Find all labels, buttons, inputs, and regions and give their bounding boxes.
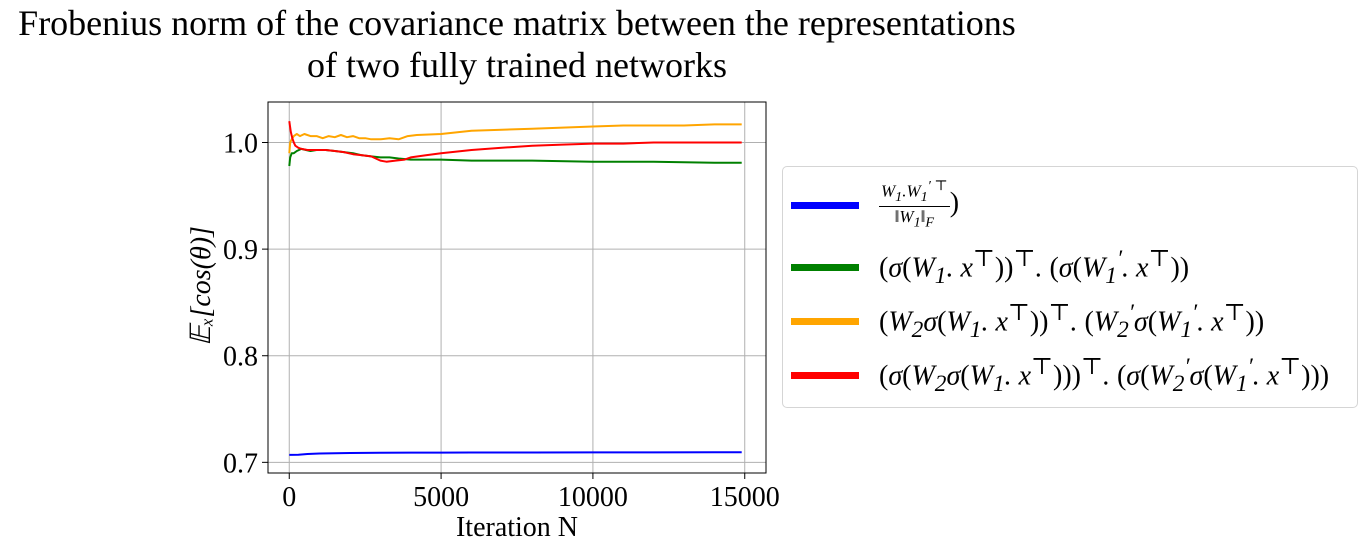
x-tick-label: 5000: [413, 482, 469, 513]
y-axis-label: 𝔼ₓ[cos(θ)]: [186, 226, 217, 346]
legend-label-4: (σ(W2σ(W1. x⊤)))⊤. (σ(W2′σ(W1′. x⊤))): [879, 354, 1330, 397]
series-line-1: [289, 451, 742, 456]
series-lines: [288, 121, 742, 456]
x-tick-label: 0: [282, 482, 296, 513]
legend-entry-1: W1.W1′ ⊤ ‖W1‖F ): [783, 177, 959, 233]
series-line-2: [288, 147, 742, 167]
legend-entry-3: (W2σ(W1. x⊤))⊤. (W2′σ(W1′. x⊤)): [783, 293, 1264, 349]
y-tick-label: 0.9: [223, 235, 258, 266]
x-axis-label: Iteration N: [456, 512, 578, 543]
axis-ticks: 0 5000 10000 15000 0.7 0.8 0.9 1.0: [223, 129, 780, 513]
y-tick-label: 0.7: [223, 448, 258, 479]
legend-swatch-3: [791, 317, 859, 325]
legend-label-3: (W2σ(W1. x⊤))⊤. (W2′σ(W1′. x⊤)): [879, 300, 1265, 343]
legend-entry-4: (σ(W2σ(W1. x⊤)))⊤. (σ(W2′σ(W1′. x⊤))): [783, 347, 1329, 403]
series-line-3: [288, 123, 742, 154]
x-tick-label: 10000: [558, 482, 628, 513]
series-line-4: [288, 121, 742, 163]
legend-swatch-4: [791, 371, 859, 379]
legend-label-2: (σ(W1. x⊤))⊤. (σ(W1′. x⊤)): [879, 246, 1190, 289]
chart-title-line-1: Frobenius norm of the covariance matrix …: [18, 3, 1016, 43]
legend-label-1: W1.W1′ ⊤ ‖W1‖F ): [879, 177, 960, 231]
legend-swatch-2: [791, 263, 859, 271]
x-tick-label: 15000: [710, 482, 780, 513]
y-tick-label: 0.8: [223, 342, 258, 373]
legend-swatch-1: [791, 201, 859, 209]
legend-entry-2: (σ(W1. x⊤))⊤. (σ(W1′. x⊤)): [783, 239, 1189, 295]
y-tick-label: 1.0: [223, 129, 258, 160]
legend: W1.W1′ ⊤ ‖W1‖F ) (σ(W1. x⊤))⊤. (σ(W1′. x…: [782, 166, 1358, 408]
legend-fraction: W1.W1′ ⊤ ‖W1‖F: [879, 177, 950, 231]
plot-area-frame: [267, 101, 767, 474]
grid: [268, 102, 766, 473]
chart-title-line-2: of two fully trained networks: [307, 45, 727, 85]
